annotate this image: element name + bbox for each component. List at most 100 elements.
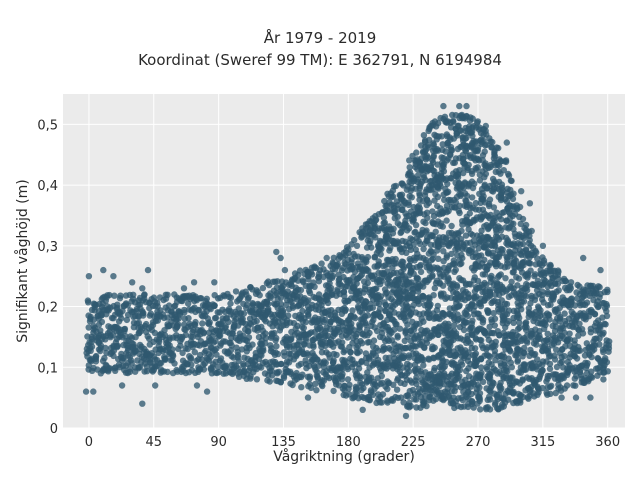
outlier-point — [144, 266, 152, 274]
data-point — [477, 406, 484, 413]
data-point — [318, 260, 325, 267]
data-point — [456, 302, 463, 309]
data-point — [405, 393, 412, 400]
data-point — [147, 358, 154, 366]
data-point — [235, 373, 243, 380]
data-point — [345, 385, 352, 392]
data-point — [271, 329, 278, 337]
data-point — [310, 343, 317, 351]
outlier-point — [277, 254, 284, 262]
data-point — [313, 387, 320, 394]
data-point — [287, 350, 294, 358]
data-point — [430, 292, 437, 299]
outlier-point — [139, 285, 146, 292]
data-point — [143, 368, 151, 375]
data-point — [356, 324, 363, 331]
outlier-point — [503, 139, 510, 146]
data-point — [322, 359, 329, 367]
data-point — [119, 307, 126, 315]
data-point — [341, 347, 348, 354]
data-point — [277, 300, 285, 308]
data-point — [357, 272, 364, 280]
x-tick-label: 315 — [530, 435, 555, 450]
data-point — [215, 363, 222, 371]
data-point — [97, 327, 104, 334]
data-point — [582, 301, 589, 308]
data-point — [88, 343, 96, 350]
data-point — [339, 371, 346, 378]
data-point — [311, 283, 318, 290]
data-point — [379, 391, 387, 398]
data-point — [266, 378, 273, 385]
data-point — [416, 263, 424, 270]
data-point — [259, 345, 267, 352]
outlier-point — [211, 279, 218, 286]
data-point — [358, 340, 366, 347]
data-point — [603, 312, 611, 320]
data-point — [502, 275, 509, 282]
data-point — [394, 332, 401, 340]
data-point — [458, 227, 465, 234]
data-point — [417, 268, 425, 276]
data-point — [169, 351, 176, 358]
outlier-point — [388, 194, 395, 201]
data-point — [527, 260, 534, 267]
data-point — [285, 359, 293, 366]
data-point — [253, 317, 260, 325]
data-point — [357, 379, 364, 387]
data-point — [576, 347, 584, 354]
outlier-point — [587, 394, 594, 401]
data-point — [415, 237, 422, 245]
data-point — [298, 373, 305, 381]
y-tick-label: 0 — [50, 422, 58, 437]
outlier-point — [353, 242, 361, 249]
data-point — [330, 357, 337, 364]
data-point — [414, 275, 422, 282]
data-point — [233, 344, 240, 351]
data-point — [444, 180, 451, 188]
outlier-point — [304, 394, 312, 401]
data-point — [523, 287, 531, 294]
data-point — [561, 310, 568, 317]
data-point — [447, 143, 455, 151]
data-point — [358, 358, 365, 366]
data-point — [216, 332, 224, 339]
data-point — [430, 153, 437, 161]
data-point — [510, 190, 517, 197]
data-point — [548, 382, 555, 389]
data-point — [591, 311, 599, 318]
data-point — [498, 181, 506, 188]
data-point — [245, 328, 252, 335]
data-point — [85, 299, 92, 306]
data-point — [308, 271, 316, 278]
data-point — [396, 325, 404, 332]
outlier-point — [118, 382, 126, 389]
data-point — [481, 148, 488, 155]
data-point — [460, 326, 468, 334]
data-point — [377, 313, 384, 321]
data-point — [491, 322, 498, 329]
data-point — [102, 344, 109, 352]
data-point — [200, 366, 208, 373]
data-point — [227, 347, 235, 354]
data-point — [532, 247, 539, 255]
data-point — [418, 315, 425, 322]
data-point — [85, 324, 92, 331]
data-point — [315, 273, 323, 280]
data-point — [477, 302, 485, 310]
data-point — [588, 353, 595, 361]
data-point — [515, 275, 523, 282]
data-point — [478, 364, 485, 371]
outlier-point — [193, 382, 201, 389]
data-point — [440, 168, 448, 175]
data-point — [245, 294, 252, 301]
x-tick-label: 90 — [210, 435, 227, 450]
data-point — [102, 336, 109, 343]
data-point — [587, 373, 595, 380]
data-point — [245, 334, 253, 341]
outlier-point — [139, 400, 146, 407]
data-point — [522, 319, 530, 326]
data-point — [117, 332, 124, 339]
data-point — [503, 301, 511, 308]
